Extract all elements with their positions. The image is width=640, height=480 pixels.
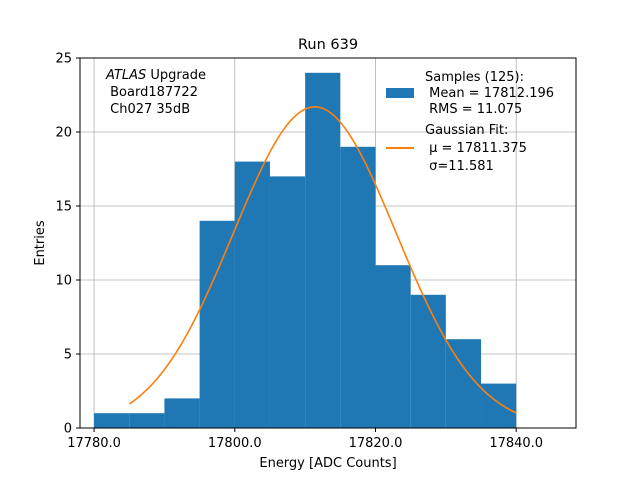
legend-samples-rms: RMS = 11.075 xyxy=(425,102,522,117)
atlas-annotation-line1: ATLAS Upgrade xyxy=(105,68,206,83)
histogram-bar-6 xyxy=(305,72,341,429)
x-tick-label-3: 17840.0 xyxy=(489,436,543,451)
legend-swatch-samples xyxy=(386,88,414,98)
x-tick-label-2: 17820.0 xyxy=(349,436,403,451)
atlas-label: ATLAS xyxy=(105,68,146,83)
upgrade-label: Upgrade xyxy=(146,68,206,83)
y-tick-label-4: 20 xyxy=(55,126,72,141)
histogram-bar-8 xyxy=(375,265,411,428)
histogram-bar-2 xyxy=(164,398,200,428)
histogram-bar-5 xyxy=(269,176,306,428)
histogram-bar-1 xyxy=(129,413,165,428)
board-label: Board187722 xyxy=(106,85,198,100)
histogram-bar-10 xyxy=(445,339,482,428)
x-tick-label-0: 17780.0 xyxy=(67,436,121,451)
legend-fit-sigma: σ=11.581 xyxy=(425,159,494,174)
y-tick-label-5: 25 xyxy=(55,52,72,67)
y-tick-label-2: 10 xyxy=(55,274,72,289)
y-tick-label-3: 15 xyxy=(55,200,72,215)
legend: Samples (125): Mean = 17812.196 RMS = 11… xyxy=(386,70,554,174)
chart-title: Run 639 xyxy=(298,37,358,53)
plot-frame xyxy=(79,57,577,429)
gaussian-fit-curve xyxy=(128,106,517,414)
gaussian-fit xyxy=(128,106,517,414)
legend-samples-mean: Mean = 17812.196 xyxy=(425,86,554,101)
atlas-annotation: ATLAS Upgrade Board187722 Ch027 35dB xyxy=(105,68,206,117)
histogram-bar-3 xyxy=(199,220,235,428)
y-tick-label-0: 0 xyxy=(64,422,72,437)
histogram-bar-7 xyxy=(340,146,376,429)
x-axis-label: Energy [ADC Counts] xyxy=(259,456,396,471)
x-tick-label-1: 17800.0 xyxy=(208,436,262,451)
legend-fit-title: Gaussian Fit: xyxy=(425,123,508,138)
histogram-bar-0 xyxy=(94,413,130,428)
histogram-bar-11 xyxy=(481,383,517,428)
channel-label: Ch027 35dB xyxy=(106,102,190,117)
legend-fit-mu: μ = 17811.375 xyxy=(425,141,527,156)
histogram-bar-4 xyxy=(234,161,270,428)
histogram-bars xyxy=(94,72,517,429)
legend-samples-title: Samples (125): xyxy=(425,70,524,85)
histogram-bar-9 xyxy=(410,294,446,428)
y-axis-ticks: 0 5 10 15 20 25 xyxy=(55,52,80,437)
x-axis-ticks: 17780.0 17800.0 17820.0 17840.0 xyxy=(67,428,543,451)
y-tick-label-1: 5 xyxy=(64,348,72,363)
y-axis-label: Entries xyxy=(33,220,48,266)
